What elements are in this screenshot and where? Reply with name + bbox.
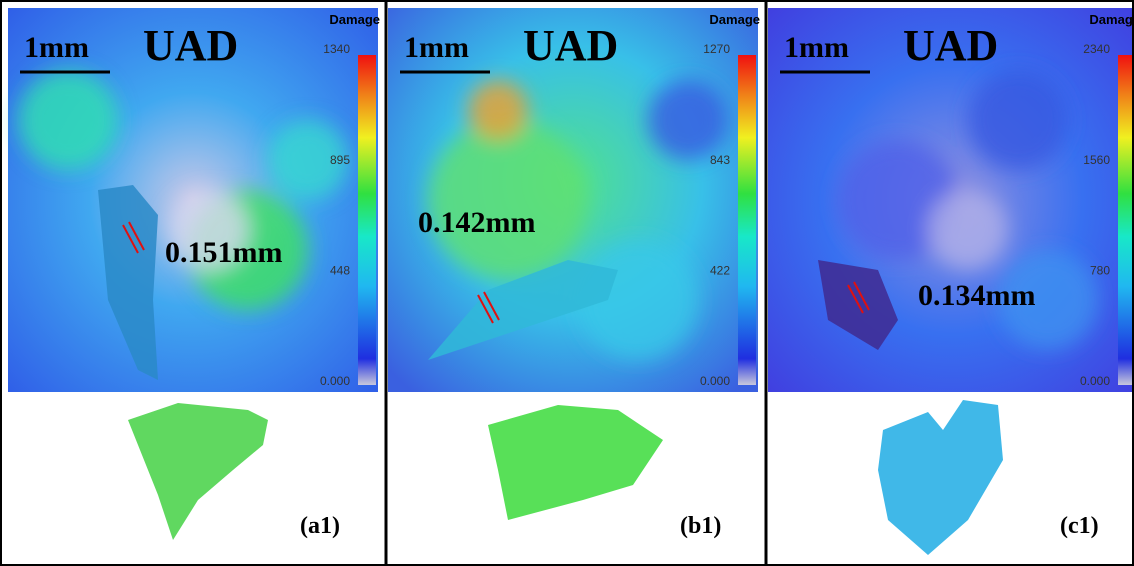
panel: Damage 1340 895 448 0.000 1mm UAD 0.151mm (a1)	[8, 8, 380, 540]
panel-label: (c1)	[1060, 513, 1099, 539]
measurement-label: 0.134mm	[918, 279, 1035, 312]
colorbar-tick-label: 843	[710, 153, 730, 167]
panel-label: (a1)	[300, 513, 340, 539]
colorbar	[738, 55, 756, 385]
colorbar-tick-label: 1340	[323, 42, 350, 56]
panel-title: UAD	[143, 21, 238, 70]
colorbar-title: Damage	[329, 12, 380, 27]
fragment-isolated	[128, 403, 268, 540]
scale-label: 1mm	[24, 31, 89, 64]
blob	[268, 120, 348, 200]
blob	[998, 250, 1098, 350]
panel-label: (b1)	[680, 513, 721, 539]
fragment-isolated	[488, 405, 663, 520]
colorbar-tick-label: 0.000	[700, 374, 730, 388]
colorbar-tick-label: 2340	[1083, 42, 1110, 56]
panel-title: UAD	[523, 21, 618, 70]
crack-mark	[853, 281, 870, 311]
panel-title: UAD	[903, 21, 998, 70]
crack-mark	[483, 291, 500, 321]
blob	[428, 120, 588, 280]
contour-blobs	[18, 70, 348, 310]
scale-label: 1mm	[784, 31, 849, 64]
colorbar-tick-label: 895	[330, 153, 350, 167]
fragment-isolated	[878, 400, 1003, 555]
contour-blobs	[428, 80, 728, 360]
colorbar-title: Damage	[709, 12, 760, 27]
panel: Damage 1270 843 422 0.000 1mm UAD 0.142mm (b1)	[388, 8, 760, 539]
colorbar-tick-label: 780	[1090, 264, 1110, 278]
blob	[18, 70, 118, 170]
colorbar-title: Damage	[1089, 12, 1134, 27]
blob	[968, 70, 1068, 170]
contour-blobs	[838, 70, 1098, 350]
colorbar	[1118, 55, 1134, 385]
blob	[648, 80, 728, 160]
scale-label: 1mm	[404, 31, 469, 64]
crack-mark	[477, 294, 494, 324]
crack-mark	[122, 224, 139, 254]
panel: Damage 2340 1560 780 0.000 1mm UAD 0.134mm (c1)	[768, 8, 1134, 555]
colorbar-tick-label: 0.000	[1080, 374, 1110, 388]
blob	[168, 190, 248, 270]
colorbar-tick-label: 422	[710, 264, 730, 278]
colorbar-tick-label: 0.000	[320, 374, 350, 388]
colorbar	[358, 55, 376, 385]
crack-mark	[847, 284, 864, 314]
crack-mark	[128, 221, 145, 251]
blob	[468, 80, 528, 140]
colorbar-tick-label: 1560	[1083, 153, 1110, 167]
colorbar-tick-label: 1270	[703, 42, 730, 56]
measurement-label: 0.151mm	[165, 236, 282, 269]
fragment-3d	[98, 185, 158, 380]
blob	[928, 190, 1008, 270]
fragment-3d	[428, 260, 618, 360]
measurement-label: 0.142mm	[418, 206, 535, 239]
colorbar-tick-label: 448	[330, 264, 350, 278]
